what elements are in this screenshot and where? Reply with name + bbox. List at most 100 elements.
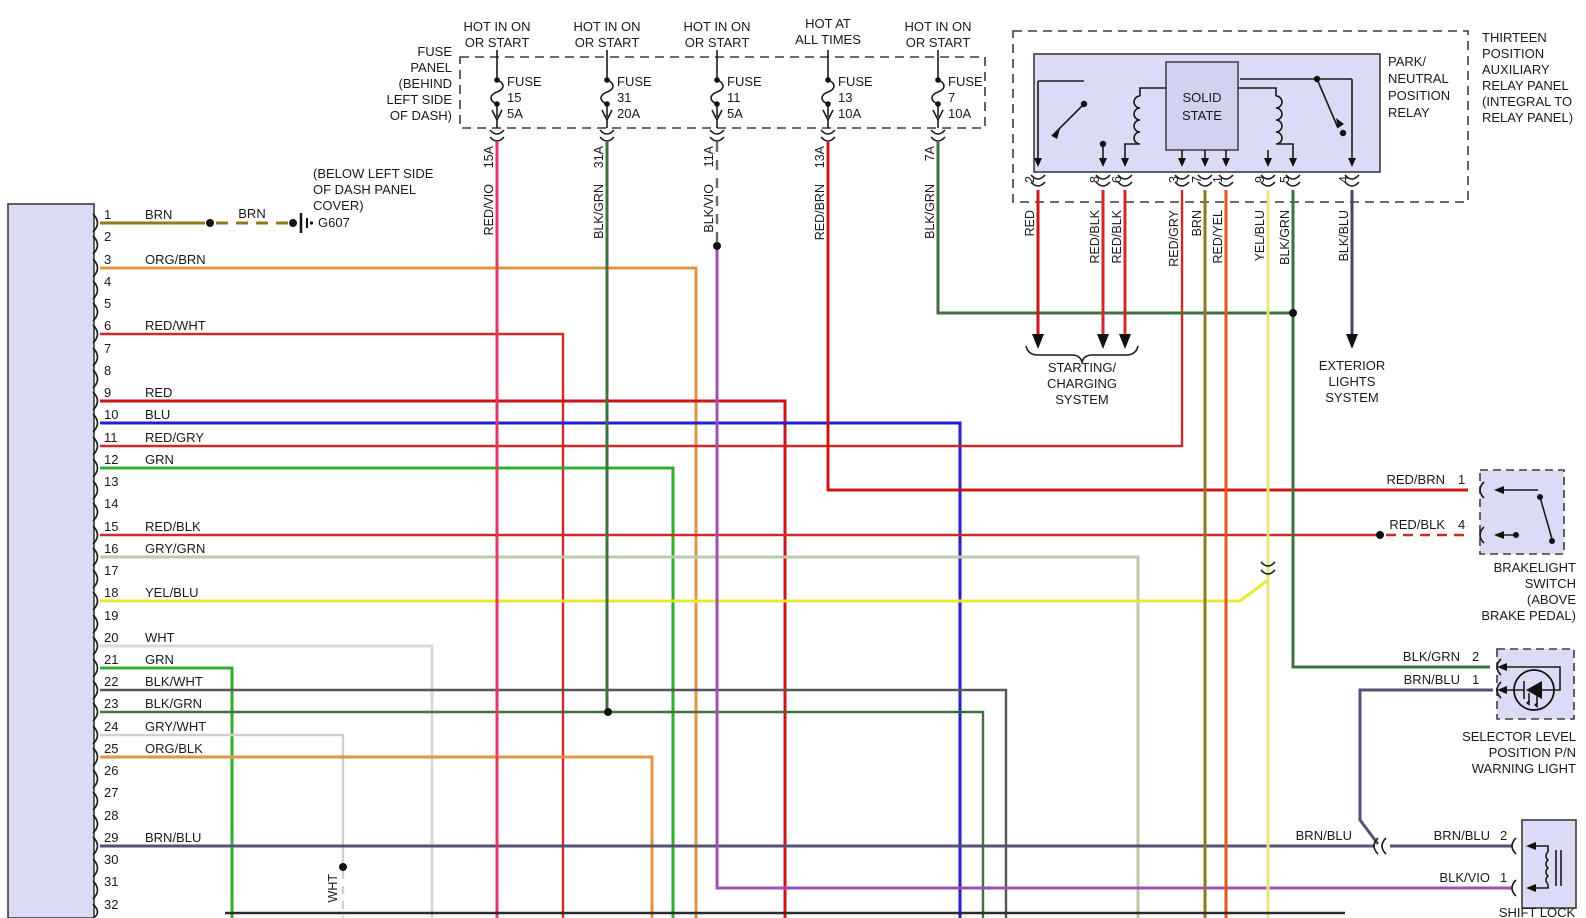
led-ray-arrowheads: [1526, 700, 1538, 708]
ground-splice-wire-color: BRN: [238, 206, 265, 221]
wire-blu-pin10: [100, 421, 962, 918]
brakelight-switch-lines: [1504, 489, 1553, 540]
solid-state-label: SOLID: [1182, 90, 1221, 105]
relay-wire-color: RED/BLK: [1110, 209, 1124, 263]
relay-panel-dashed-border: [1012, 30, 1469, 203]
fuse-output-arcs: [489, 129, 946, 142]
pin-wire: RED/WHT: [145, 318, 206, 333]
pin-num: 22: [104, 674, 118, 689]
wire-grn-pin12: [100, 466, 675, 918]
splice-dot: [1289, 309, 1297, 317]
relay-name-label: RELAY: [1388, 105, 1430, 120]
pin-num: 26: [104, 763, 118, 778]
pin-wire: WHT: [145, 630, 175, 645]
selector-wire-color: BLK/GRN: [1403, 649, 1460, 664]
shift-lock-coil: [1536, 845, 1562, 889]
fuse-label: FUSE: [838, 74, 873, 89]
relay-wire-color: BLK/GRN: [1278, 210, 1292, 265]
relay-pin-num: 9: [1253, 176, 1267, 183]
brakelight-labels: RED/BRN 1 RED/BLK 4 BRAKELIGHT SWITCH (A…: [1386, 472, 1576, 623]
hot-label: OR START: [575, 35, 640, 50]
fuse-amp: 10A: [948, 106, 971, 121]
selector-wire-color: BRN/BLU: [1404, 672, 1460, 687]
pin-wire: YEL/BLU: [145, 585, 198, 600]
wire-gry-grn-pin16: [100, 555, 1140, 918]
splice-dots: [206, 219, 1384, 871]
fuse-amp: 5A: [507, 106, 523, 121]
relay-wire-color: YEL/BLU: [1253, 210, 1267, 261]
pin-num: 15: [104, 519, 118, 534]
relay-wire-color: RED/YEL: [1211, 210, 1225, 264]
relay-pin-num: 3: [1167, 176, 1181, 183]
hot-label: HOT AT: [805, 16, 851, 31]
ground-note-line: COVER): [313, 198, 364, 213]
relay-internal-wiring: [1037, 78, 1353, 158]
relay-contact-dots: [1080, 75, 1347, 148]
relay-panel-label: RELAY PANEL): [1482, 110, 1573, 125]
pin-num: 8: [104, 363, 111, 378]
brakelight-pin-num: 1: [1458, 472, 1465, 487]
wire-color-label: RED/BRN: [813, 184, 827, 240]
splice-dot: [206, 219, 214, 227]
ground-dot: [309, 221, 314, 225]
wire-red-wht-pin6: [100, 332, 565, 918]
fuse-amp: 5A: [727, 106, 743, 121]
relay-pin-num: 5: [1278, 176, 1292, 183]
relay-pin-num: 2: [1023, 176, 1037, 183]
pin-num: 19: [104, 608, 118, 623]
relay-pin-num: 1: [1211, 176, 1225, 183]
splice-dot: [1376, 531, 1384, 539]
pin-num: 9: [104, 385, 111, 400]
pin-wire: GRY/GRN: [145, 541, 205, 556]
pin-num: 25: [104, 741, 118, 756]
pin-num: 7: [104, 341, 111, 356]
fuse-element-dots: [494, 77, 941, 107]
shiftlock-wire-color: BLK/VIO: [1439, 870, 1490, 885]
pin-num: 14: [104, 496, 118, 511]
starting-system-arrowheads: [1032, 334, 1131, 349]
pin-num: 3: [104, 252, 111, 267]
fuse-element-paths: [490, 50, 945, 128]
hot-label: OR START: [465, 35, 530, 50]
pin-num: 18: [104, 585, 118, 600]
relay-wire-color: BRN: [1190, 210, 1204, 236]
left-connector-labels: 1 BRN 2 3 ORG/BRN 4 5 6 RED/WHT 7 8 9 RE…: [104, 207, 206, 912]
fuse-panel-label: (BEHIND: [399, 76, 452, 91]
pin-num: 13: [104, 474, 118, 489]
relay-pin-num: 7: [1190, 176, 1204, 183]
fuse-label: FUSE: [727, 74, 762, 89]
wire-amp-label: 7A: [923, 145, 937, 161]
splice-dot: [339, 863, 347, 871]
relay-internals: [1034, 75, 1356, 167]
shiftlock-caption: SHIFT LOCK: [1499, 905, 1576, 918]
fuse-amp: 10A: [838, 106, 861, 121]
wire-red-brn-fuse13: [826, 142, 1468, 492]
shiftlock-wire-color: BRN/BLU: [1434, 828, 1490, 843]
selector-terminal-arrows: [1497, 663, 1507, 694]
selector-caption: WARNING LIGHT: [1472, 761, 1576, 776]
relay-wire-color: RED: [1023, 210, 1037, 236]
yel-blu-inline-connector: [1260, 561, 1276, 575]
pin-wire: GRN: [145, 452, 174, 467]
led-circle: [1513, 669, 1555, 711]
fuse-amp: 20A: [617, 106, 640, 121]
wire-amp-label: 13A: [813, 145, 827, 168]
fuse-num: 15: [507, 90, 521, 105]
selector-pin-num: 1: [1472, 672, 1479, 687]
relay-panel-label: POSITION: [1482, 46, 1544, 61]
shiftlock-labels: BRN/BLU BRN/BLU 2 BLK/VIO 1 SHIFT LOCK: [1296, 828, 1576, 918]
hot-label: HOT IN ON: [574, 19, 641, 34]
relay-panel-label: (INTEGRAL TO: [1482, 94, 1572, 109]
pin-num: 11: [104, 430, 118, 445]
fuse-num: 13: [838, 90, 852, 105]
fuse-panel-label: FUSE: [417, 44, 452, 59]
fuse-num: 31: [617, 90, 631, 105]
wire-blk-wht-pin22: [100, 688, 1008, 918]
pin-num: 1: [104, 207, 111, 222]
wire-amp-label: 31A: [592, 145, 606, 168]
hot-label: ALL TIMES: [795, 32, 861, 47]
fuse-panel-label: PANEL: [410, 60, 452, 75]
pin-num: 17: [104, 563, 118, 578]
